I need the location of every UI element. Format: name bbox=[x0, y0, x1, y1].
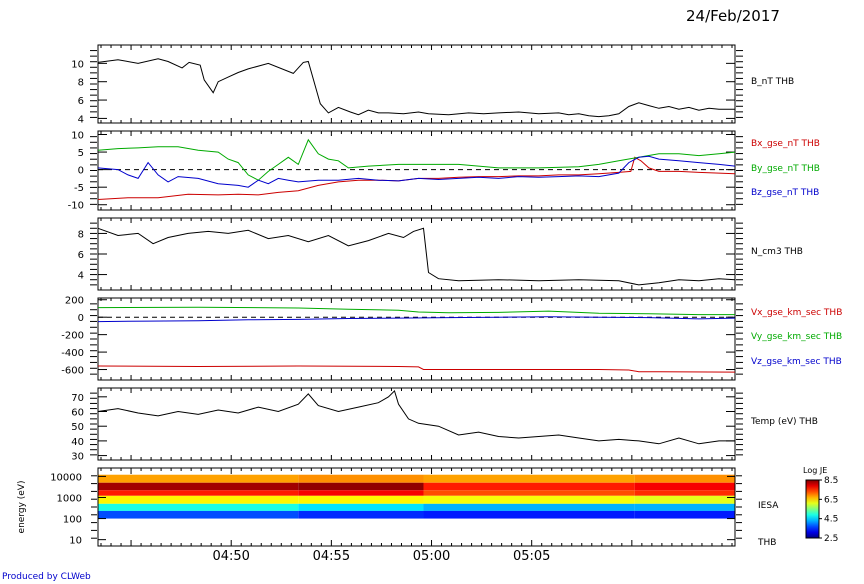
spectrogram-cell bbox=[298, 490, 424, 496]
colorbar bbox=[805, 479, 820, 539]
y-tick-label: 5 bbox=[78, 148, 84, 159]
y-tick-label: 1000 bbox=[57, 493, 82, 504]
credit-label: Produced by CLWeb bbox=[2, 572, 91, 582]
spectrogram-cell bbox=[98, 474, 299, 483]
y-tick-label: 70 bbox=[71, 393, 84, 404]
spectrogram-cell bbox=[98, 482, 299, 491]
series-line-b-nt-thb bbox=[97, 58, 735, 118]
series-line-vz-gse-km-sec-thb bbox=[97, 316, 736, 323]
series-line-vy-gse-km-sec-thb bbox=[97, 306, 735, 316]
spectrogram-cell bbox=[298, 495, 424, 504]
spectrogram-cell bbox=[634, 490, 735, 496]
series-label: By_gse_nT THB bbox=[751, 164, 820, 174]
panel-frame-4 bbox=[97, 297, 736, 381]
spectrogram-cell bbox=[98, 510, 299, 519]
spectrogram-cell bbox=[634, 495, 735, 504]
series-label: Vy_gse_km_sec THB bbox=[751, 332, 842, 342]
y-tick-label: 4 bbox=[78, 114, 84, 125]
x-tick-label: 05:00 bbox=[413, 549, 450, 564]
y-tick-label: 10 bbox=[71, 59, 84, 70]
panel-frame-1 bbox=[97, 44, 736, 124]
spectrogram-cell bbox=[423, 510, 635, 519]
date-label: 24/Feb/2017 bbox=[686, 7, 780, 25]
spectrogram-label: IESA bbox=[758, 501, 779, 511]
spectrogram-cell bbox=[98, 490, 299, 496]
series-label: B_nT THB bbox=[751, 77, 794, 87]
colorbar-tick-label: 8.5 bbox=[824, 476, 838, 486]
spectrogram-cell bbox=[298, 474, 424, 483]
y-tick-label: 4 bbox=[78, 271, 84, 282]
spectrogram-cell bbox=[98, 495, 299, 504]
spectrogram-cell bbox=[423, 482, 635, 491]
series-line-by-gse-nt-thb bbox=[97, 138, 736, 181]
colorbar-tick-label: 4.5 bbox=[824, 515, 838, 525]
y-tick-label: -200 bbox=[61, 331, 84, 342]
panel-frame-5 bbox=[97, 387, 736, 461]
series-label: Temp (eV) THB bbox=[750, 417, 818, 427]
y-tick-label: 0 bbox=[78, 166, 84, 177]
y-tick-label: 10 bbox=[69, 536, 82, 547]
series-line-vx-gse-km-sec-thb bbox=[97, 365, 736, 373]
spectrogram-cell bbox=[423, 474, 635, 483]
colorbar-tick-label: 2.5 bbox=[824, 534, 838, 544]
series-line-n-cm3-thb bbox=[97, 227, 736, 286]
y-tick-label: 100 bbox=[63, 515, 82, 526]
spectrogram-cell bbox=[423, 495, 635, 504]
y-tick-label: 6 bbox=[78, 250, 84, 261]
x-tick-label: 04:55 bbox=[313, 549, 350, 564]
spectrogram-y-label: energy (eV) bbox=[17, 481, 27, 534]
y-tick-label: 8 bbox=[78, 229, 84, 240]
spectrogram-cell bbox=[298, 510, 424, 519]
spectrogram-cell bbox=[298, 482, 424, 491]
y-tick-label: -600 bbox=[61, 366, 84, 377]
y-tick-label: 6 bbox=[78, 96, 84, 107]
y-tick-label: 200 bbox=[65, 296, 84, 307]
y-tick-label: 10000 bbox=[50, 472, 82, 483]
spectrogram-cell bbox=[423, 490, 635, 496]
y-tick-label: 0 bbox=[78, 313, 84, 324]
y-tick-label: 50 bbox=[71, 422, 84, 433]
panel-frame-2 bbox=[97, 130, 736, 211]
y-tick-label: 8 bbox=[78, 78, 84, 89]
spectrogram-cell bbox=[423, 503, 635, 511]
series-label: Bz_gse_nT THB bbox=[751, 188, 819, 198]
spectrogram-cell bbox=[634, 503, 735, 511]
series-label: Bx_gse_nT THB bbox=[751, 139, 820, 149]
series-line-bx-gse-nt-thb bbox=[97, 156, 736, 200]
spectrogram-cell bbox=[634, 510, 735, 519]
y-tick-label: -5 bbox=[74, 183, 84, 194]
y-tick-label: 10 bbox=[71, 131, 84, 142]
y-tick-label: -400 bbox=[61, 348, 84, 359]
series-line-bz-gse-nt-thb bbox=[97, 155, 736, 188]
spectrogram-frame bbox=[97, 467, 736, 547]
y-tick-label: 40 bbox=[71, 437, 84, 448]
colorbar-title: Log JE bbox=[803, 466, 827, 475]
panel-frame-3 bbox=[97, 217, 736, 291]
series-label: N_cm3 THB bbox=[751, 247, 803, 257]
station-label: THB bbox=[757, 538, 776, 548]
y-tick-label: 30 bbox=[71, 452, 84, 463]
y-tick-label: 60 bbox=[71, 408, 84, 419]
x-tick-label: 05:05 bbox=[513, 549, 550, 564]
series-label: Vz_gse_km_sec THB bbox=[751, 357, 842, 367]
spectrogram-cell bbox=[634, 474, 735, 483]
x-tick-label: 04:50 bbox=[212, 549, 249, 564]
colorbar-tick-label: 6.5 bbox=[824, 495, 838, 505]
spectrogram-cell bbox=[298, 503, 424, 511]
spectrogram-cell bbox=[634, 482, 735, 491]
series-label: Vx_gse_km_sec THB bbox=[751, 308, 842, 318]
series-line-temp-ev-thb bbox=[97, 389, 735, 445]
spectrogram-cell bbox=[98, 503, 299, 511]
y-tick-label: -10 bbox=[68, 201, 84, 212]
